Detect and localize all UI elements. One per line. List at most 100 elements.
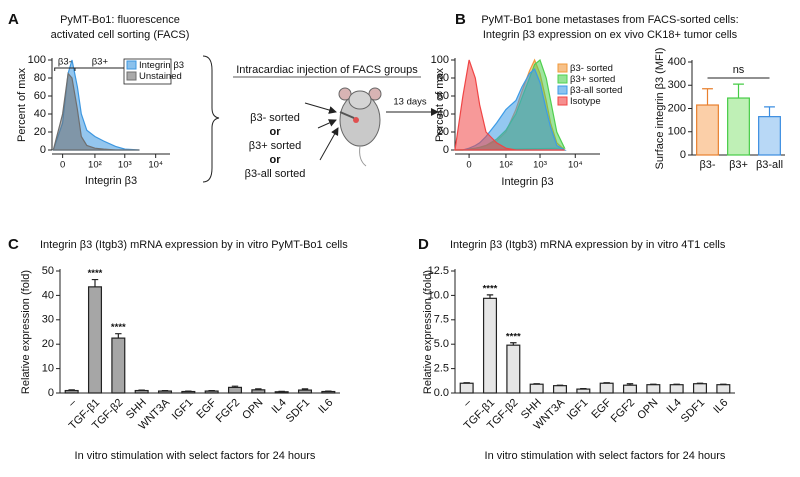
y-tick-label: 50 [42, 265, 54, 277]
legend-label: Isotype [570, 96, 601, 107]
error-bar [486, 294, 494, 299]
y-tick-label: 40 [437, 108, 449, 120]
significance: **** [111, 322, 126, 333]
x-axis-label: Integrin β3 [501, 176, 553, 188]
bar [727, 97, 750, 156]
bar [181, 390, 196, 394]
y-tick-label: 20 [437, 126, 449, 138]
legend-label: β3+ sorted [570, 74, 615, 85]
group-label: β3- sorted [250, 112, 300, 124]
x-tick-label: 10² [499, 160, 513, 171]
legend-label: Integrin β3 [139, 60, 184, 71]
y-tick-label: 7.5 [434, 314, 449, 326]
x-tick-label: 10² [88, 160, 102, 171]
bar [321, 390, 336, 394]
bar [552, 385, 568, 394]
bar [576, 388, 591, 394]
bar [696, 104, 719, 156]
x-tick-label: β3- [699, 159, 715, 171]
duration: 13 days [393, 97, 427, 108]
bar [64, 389, 79, 394]
y-tick-label: 10 [42, 363, 54, 375]
x-tick-label: – [461, 396, 474, 409]
y-tick-label: 0.0 [434, 387, 449, 399]
x-tick-label: FGF2 [214, 397, 242, 425]
gate-label: β3- [58, 57, 72, 68]
y-tick-label: 40 [34, 108, 46, 120]
panel-letter: A [8, 11, 19, 28]
y-tick-label: 400 [668, 56, 686, 68]
y-tick-label: 10.0 [428, 289, 449, 301]
legend-label: β3-all sorted [570, 85, 622, 96]
y-tick-label: 200 [668, 102, 686, 114]
x-tick-label: IGF1 [170, 397, 196, 423]
y-tick-label: 100 [431, 54, 449, 66]
legend-label: β3- sorted [570, 63, 613, 74]
x-tick-label: 0 [466, 160, 471, 171]
x-tick-label: – [66, 396, 79, 409]
error-bar [764, 106, 775, 117]
x-tick-label: OPN [635, 397, 660, 422]
panel-letter: B [455, 11, 466, 28]
mouse [338, 87, 382, 167]
error-bar [702, 88, 713, 106]
brace [202, 55, 220, 183]
bar [599, 382, 614, 394]
y-tick-label: 0 [40, 144, 46, 156]
bar [227, 386, 243, 394]
bar [506, 344, 521, 394]
bar [669, 384, 684, 394]
significance: **** [88, 268, 103, 279]
diagram-title: Intracardiac injection of FACS groups [236, 64, 418, 76]
y-tick-label: 80 [34, 72, 46, 84]
bar [297, 389, 313, 394]
y-tick-label: 0 [680, 149, 686, 161]
bar [692, 383, 708, 394]
bar [646, 384, 661, 394]
x-tick-label: 10³ [533, 160, 547, 171]
y-axis-label: Relative expression (fold) [422, 270, 434, 394]
y-tick-label: 40 [42, 289, 54, 301]
y-axis-label: Percent of max [16, 68, 28, 142]
legend-swatch [557, 74, 568, 84]
panel-letter: D [418, 236, 429, 253]
x-tick-label: SDF1 [679, 397, 707, 425]
x-tick-label: 10⁴ [568, 160, 583, 171]
y-tick-label: 80 [437, 72, 449, 84]
bar [459, 382, 474, 394]
x-tick-label: IGF1 [565, 397, 591, 423]
legend-swatch [557, 63, 568, 73]
y-tick-label: 100 [668, 126, 686, 138]
bar [251, 389, 266, 394]
gate [74, 67, 126, 71]
y-tick-label: 20 [42, 338, 54, 350]
x-tick-label: FGF2 [609, 397, 637, 425]
connector: or [270, 154, 282, 166]
significance: **** [483, 283, 498, 294]
x-axis-label: Integrin β3 [85, 175, 137, 187]
x-tick-label: β3+ [729, 159, 748, 171]
annotation: ns [733, 64, 745, 76]
legend-swatch [557, 96, 568, 106]
y-tick-label: 30 [42, 314, 54, 326]
x-tick-label: IL6 [711, 397, 730, 416]
x-tick-label: β3-all [756, 159, 783, 171]
y-tick-label: 20 [34, 126, 46, 138]
error-bar [68, 389, 75, 391]
diagram: Intracardiac injection of FACS groups β3… [202, 55, 439, 183]
error-bar [231, 385, 239, 388]
arrow [317, 119, 337, 129]
y-tick-label: 0 [443, 144, 449, 156]
error-bar [255, 388, 262, 390]
bar [716, 384, 731, 394]
group-label: β3-all sorted [245, 168, 306, 180]
bar [622, 384, 638, 394]
x-axis-label: In vitro stimulation with select factors… [75, 450, 316, 462]
chart-title: Integrin β3 (Itgb3) mRNA expression by i… [450, 239, 726, 251]
y-tick-label: 300 [668, 79, 686, 91]
x-tick-label: 10³ [118, 160, 132, 171]
gate-label: β3+ [92, 57, 109, 68]
panel-letter: C [8, 236, 19, 253]
histogram-area [454, 59, 565, 151]
